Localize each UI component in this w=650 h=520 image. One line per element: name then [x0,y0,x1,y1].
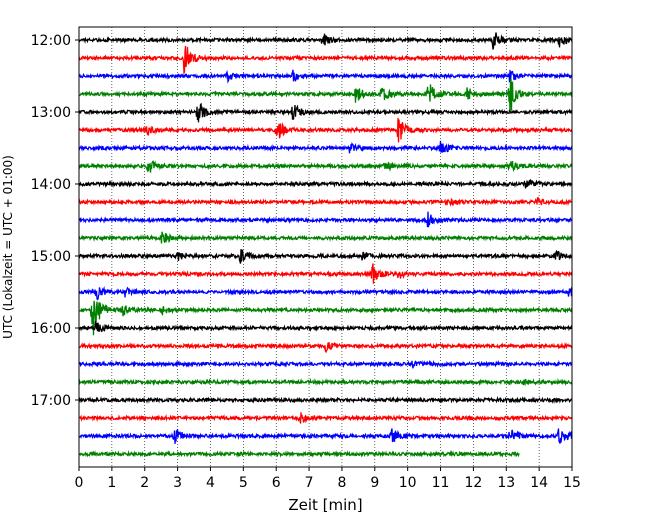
x-tick-label: 14 [530,475,548,491]
trace-row-1215 [78,45,573,75]
trace-row-1615 [78,341,573,354]
trace-row-1715 [78,412,573,424]
trace-row-1700 [78,395,573,405]
x-tick-label: 0 [75,475,84,491]
y-axis-label: UTC (Lokalzeit = UTC + 01:00) [1,155,15,339]
trace-row-1200 [78,32,573,50]
x-tick-label: 13 [497,475,515,491]
x-tick-label: 11 [432,475,450,491]
trace-row-1415 [78,196,573,207]
x-tick-label: 6 [272,475,281,491]
trace-row-1245 [78,78,573,113]
trace-row-1530 [78,286,573,301]
plot-frame [78,26,573,468]
y-tick-label: 16:00 [31,321,71,337]
trace-row-1330 [78,140,573,154]
x-axis: 0 1 2 3 4 5 6 7 8 9 10 11 12 13 14 15 [75,467,581,491]
y-tick-label: 13:00 [31,105,71,121]
x-tick-label: 9 [370,475,379,491]
trace-row-1300 [78,102,573,123]
x-tick-label: 7 [305,475,314,491]
trace-rows [78,32,573,458]
trace-row-1500 [78,249,573,264]
trace-row-1515 [78,263,573,284]
trace-row-1730 [78,428,573,444]
trace-row-1315 [78,117,573,143]
y-axis: 12:00 13:00 14:00 15:00 16:00 17:00 [31,33,79,409]
y-tick-label: 14:00 [31,177,71,193]
trace-row-1345 [78,160,573,173]
trace-row-1645 [78,377,573,387]
trace-row-1545 [79,300,573,336]
x-tick-label: 1 [107,475,116,491]
grid-lines [111,27,540,467]
trace-row-1745 [78,450,520,458]
trace-row-1445 [78,231,573,244]
x-tick-label: 8 [337,475,346,491]
trace-row-1230 [78,69,573,84]
x-tick-label: 10 [399,475,417,491]
trace-row-1400 [78,178,573,189]
y-tick-label: 12:00 [31,33,71,49]
x-tick-label: 5 [239,475,248,491]
trace-row-1600 [78,320,573,333]
x-tick-label: 2 [140,475,149,491]
y-tick-label: 15:00 [31,249,71,265]
x-tick-label: 12 [464,475,482,491]
x-tick-label: 4 [206,475,215,491]
trace-row-1430 [78,211,573,228]
x-tick-label: 3 [173,475,182,491]
trace-row-1630 [78,359,573,369]
x-axis-label: Zeit [min] [288,496,362,514]
y-tick-label: 17:00 [31,393,71,409]
x-tick-label: 15 [563,475,581,491]
